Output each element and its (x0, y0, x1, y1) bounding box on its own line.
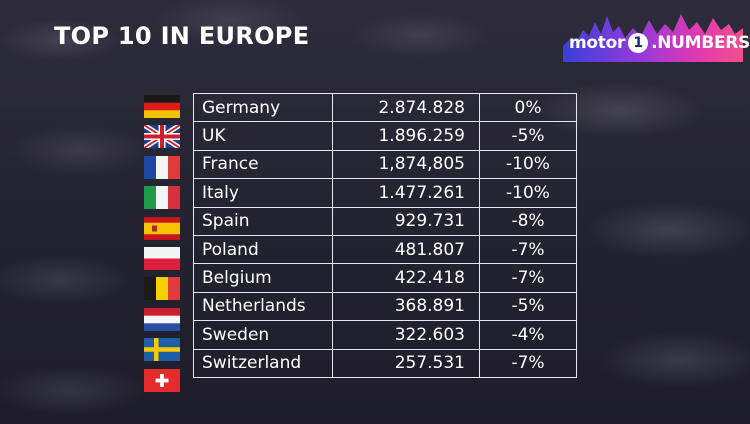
italy-flag-icon (144, 186, 180, 210)
spain-flag-icon (144, 216, 180, 240)
netherlands-flag-icon (144, 307, 180, 331)
country-cell: Germany (193, 92, 333, 123)
table-row: Sweden 322.603 -4% (193, 320, 577, 350)
change-cell: -10% (479, 149, 577, 180)
table-row: Italy 1.477.261 -10% (193, 178, 577, 208)
logo-text: motor 1 .NUMBERS (569, 33, 750, 53)
germany-flag-icon (144, 95, 180, 118)
sales-table: Germany 2.874.828 0% UK 1.896.259 -5% Fr… (193, 92, 577, 378)
value-cell: 368.891 (332, 291, 480, 322)
table-row: Germany 2.874.828 0% (193, 92, 577, 123)
france-flag-icon (144, 155, 180, 179)
country-cell: UK (193, 121, 333, 151)
country-cell: Belgium (193, 263, 333, 293)
change-cell: -4% (479, 320, 577, 350)
value-cell: 1.477.261 (332, 178, 480, 208)
table-row: France 1,874,805 -10% (193, 149, 577, 180)
poland-flag-icon (144, 247, 180, 270)
change-cell: -5% (479, 121, 577, 151)
sweden-flag-icon (144, 338, 180, 362)
value-cell: 929.731 (332, 206, 480, 236)
country-cell: Netherlands (193, 291, 333, 322)
change-cell: -7% (479, 348, 577, 378)
change-cell: -8% (479, 206, 577, 236)
country-cell: Spain (193, 206, 333, 236)
value-cell: 2.874.828 (332, 92, 480, 123)
motor1-numbers-logo: motor 1 .NUMBERS (563, 8, 750, 62)
change-cell: 0% (479, 92, 577, 123)
value-cell: 422.418 (332, 263, 480, 293)
value-cell: 481.807 (332, 234, 480, 265)
table-row: Poland 481.807 -7% (193, 234, 577, 265)
table-row: Belgium 422.418 -7% (193, 263, 577, 293)
table-row: Spain 929.731 -8% (193, 206, 577, 236)
page-title: TOP 10 IN EUROPE (54, 22, 310, 50)
change-cell: -7% (479, 234, 577, 265)
country-cell: Sweden (193, 320, 333, 350)
table-row: Netherlands 368.891 -5% (193, 291, 577, 322)
country-cell: Italy (193, 178, 333, 208)
belgium-flag-icon (144, 277, 180, 301)
country-cell: Switzerland (193, 348, 333, 378)
table-row: UK 1.896.259 -5% (193, 121, 577, 151)
value-cell: 1,874,805 (332, 149, 480, 180)
value-cell: 1.896.259 (332, 121, 480, 151)
logo-waveform-icon (563, 14, 743, 62)
country-cell: France (193, 149, 333, 180)
change-cell: -7% (479, 263, 577, 293)
change-cell: -10% (479, 178, 577, 208)
uk-flag-icon (144, 125, 180, 149)
value-cell: 322.603 (332, 320, 480, 350)
value-cell: 257.531 (332, 348, 480, 378)
change-cell: -5% (479, 291, 577, 322)
table-row: Switzerland 257.531 -7% (193, 348, 577, 378)
switzerland-flag-icon (144, 368, 180, 392)
country-cell: Poland (193, 234, 333, 265)
